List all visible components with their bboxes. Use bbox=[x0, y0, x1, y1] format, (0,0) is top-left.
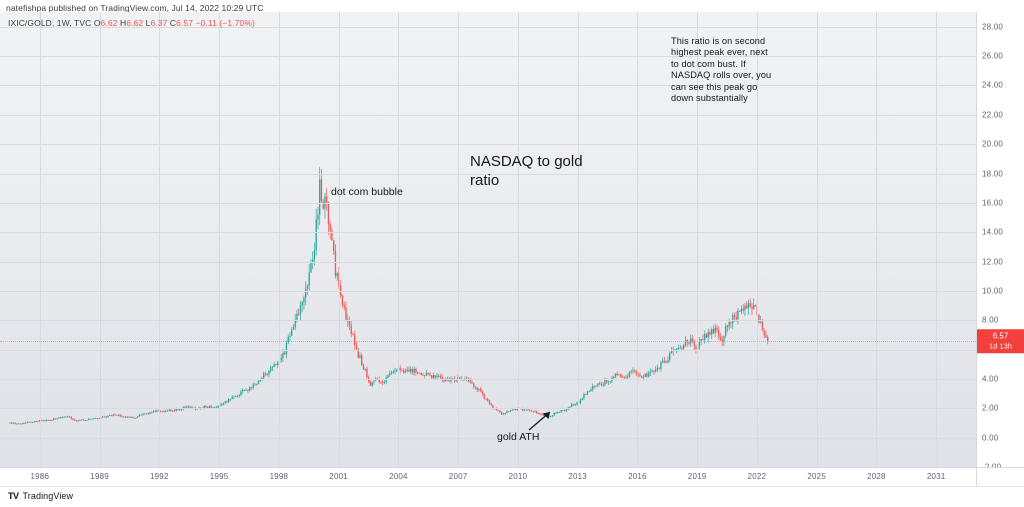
change-value: −0.11 (−1.70%) bbox=[195, 18, 255, 28]
time-axis-label: 1992 bbox=[149, 472, 169, 481]
gridline-vertical bbox=[697, 12, 699, 467]
candlestick-series bbox=[9, 166, 769, 425]
time-axis-label: 2010 bbox=[508, 472, 528, 481]
price-axis-label: 0.00 bbox=[982, 433, 999, 443]
open-label: O bbox=[93, 18, 101, 28]
gridline-vertical bbox=[458, 12, 460, 467]
gridline-vertical bbox=[159, 12, 161, 467]
high-label: H bbox=[119, 18, 127, 28]
price-axis-label: 24.00 bbox=[982, 80, 1004, 90]
gridline-horizontal bbox=[0, 437, 976, 439]
gridline-horizontal bbox=[0, 378, 976, 380]
publisher-line: natefishpa published on TradingView.com,… bbox=[6, 3, 264, 13]
gridline-vertical bbox=[816, 12, 818, 467]
gridline-vertical bbox=[936, 12, 938, 467]
gridline-horizontal bbox=[0, 349, 976, 351]
gridline-horizontal bbox=[0, 202, 976, 204]
time-axis-label: 2004 bbox=[389, 472, 408, 481]
gridline-vertical bbox=[876, 12, 878, 467]
gridline-horizontal bbox=[0, 408, 976, 410]
symbol-label[interactable]: IXIC/GOLD, 1W, TVC bbox=[8, 18, 92, 28]
time-axis[interactable]: 1986 1989 1992 1995 1998 2001 2004 2007 2010 2013… bbox=[0, 467, 976, 487]
axis-corner bbox=[976, 467, 1024, 487]
gridline-horizontal bbox=[0, 56, 976, 57]
low-label: L bbox=[145, 18, 151, 28]
gridline-horizontal bbox=[0, 173, 976, 175]
current-price-value: 6.57 bbox=[992, 331, 1009, 341]
gridline-vertical bbox=[338, 12, 340, 467]
price-axis-label: 16.00 bbox=[982, 198, 1004, 208]
open-value: 6.62 bbox=[100, 18, 118, 28]
annotation-dot-com-bubble[interactable]: dot com bubble bbox=[331, 186, 403, 198]
gridline-vertical bbox=[517, 12, 519, 467]
time-axis-label: 2019 bbox=[687, 472, 707, 481]
price-axis-label: 4.00 bbox=[982, 374, 999, 384]
bar-countdown: 1d 13h bbox=[989, 340, 1012, 350]
current-price-line bbox=[0, 341, 976, 343]
gridline-horizontal bbox=[0, 114, 976, 116]
gridline-horizontal bbox=[0, 320, 976, 322]
gridline-vertical bbox=[756, 12, 758, 467]
time-axis-label: 2031 bbox=[926, 472, 946, 481]
gridline-vertical bbox=[398, 12, 400, 467]
chart-title-annotation[interactable]: NASDAQ to gold ratio bbox=[470, 153, 583, 189]
gridline-vertical bbox=[278, 12, 280, 467]
price-axis-label: 26.00 bbox=[982, 51, 1004, 61]
price-axis-label: 18.00 bbox=[982, 169, 1004, 178]
time-axis-label: 2007 bbox=[448, 472, 468, 481]
annotation-gold-ath[interactable]: gold ATH bbox=[497, 431, 540, 443]
gridline-vertical bbox=[577, 12, 579, 467]
time-axis-label: 1986 bbox=[30, 472, 50, 481]
time-axis-label: 2028 bbox=[867, 472, 886, 481]
gold-ath-arrow-icon bbox=[528, 411, 551, 431]
time-axis-label: 2001 bbox=[329, 472, 348, 481]
tradingview-logo[interactable]: TV TradingView bbox=[8, 491, 73, 501]
high-value: 6.62 bbox=[126, 18, 144, 28]
gridline-horizontal bbox=[0, 85, 976, 87]
gridline-vertical bbox=[637, 12, 639, 467]
close-value: 6.57 bbox=[176, 18, 194, 28]
gridline-horizontal bbox=[0, 144, 976, 146]
current-price-badge: 6.57 1d 13h bbox=[977, 329, 1024, 353]
tradingview-logo-text: TradingView bbox=[22, 491, 74, 501]
tradingview-logo-icon: TV bbox=[8, 491, 19, 501]
gridline-horizontal bbox=[0, 26, 976, 28]
symbol-ohlc-legend: IXIC/GOLD, 1W, TVC O6.62 H6.62 L6.37 C6.… bbox=[8, 18, 255, 28]
time-axis-label: 2016 bbox=[628, 472, 647, 481]
time-axis-label: 2022 bbox=[747, 472, 767, 481]
time-axis-label: 1998 bbox=[269, 472, 289, 481]
price-axis-label: 20.00 bbox=[982, 139, 1004, 149]
low-value: 6.37 bbox=[150, 18, 168, 28]
price-axis-label: 28.00 bbox=[982, 22, 1004, 32]
gridline-horizontal bbox=[0, 261, 976, 263]
chart-plot-area[interactable]: This ratio is on second highest peak eve… bbox=[0, 12, 976, 467]
time-axis-label: 2025 bbox=[807, 472, 826, 481]
time-axis-label: 1995 bbox=[209, 472, 229, 481]
price-axis-label: 12.00 bbox=[982, 257, 1004, 266]
price-axis-label: 10.00 bbox=[982, 286, 1004, 296]
price-axis-label: 2.00 bbox=[982, 403, 999, 413]
gridline-vertical bbox=[219, 12, 221, 467]
price-axis-label: 8.00 bbox=[982, 315, 999, 325]
price-axis-label: 22.00 bbox=[982, 110, 1004, 120]
gridline-vertical bbox=[39, 12, 41, 467]
price-axis[interactable]: 28.00 26.00 24.00 22.00 20.00 18.00 16.00 14.00… bbox=[976, 12, 1024, 472]
time-axis-label: 1989 bbox=[90, 472, 109, 481]
footer-bar: TV TradingView bbox=[0, 486, 1024, 507]
annotation-note[interactable]: This ratio is on second highest peak eve… bbox=[671, 36, 772, 104]
gridline-vertical bbox=[99, 12, 101, 467]
gridline-horizontal bbox=[0, 232, 976, 234]
time-axis-label: 2013 bbox=[568, 472, 587, 481]
price-axis-label: 14.00 bbox=[982, 227, 1004, 237]
gridline-horizontal bbox=[0, 290, 976, 292]
close-label: C bbox=[169, 18, 177, 28]
